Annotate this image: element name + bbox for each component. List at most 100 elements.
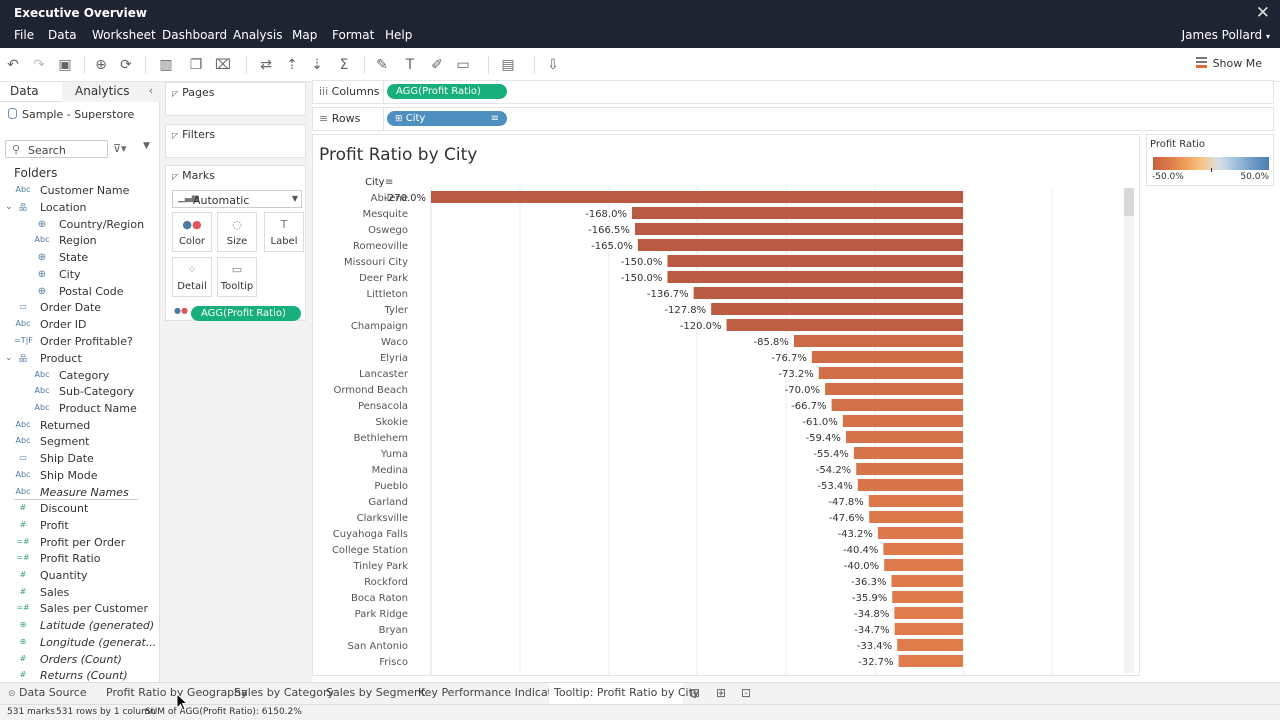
bar[interactable] bbox=[694, 287, 963, 299]
show-me-button[interactable]: Show Me bbox=[1196, 57, 1262, 70]
field-item[interactable]: # Orders (Count) bbox=[0, 652, 160, 668]
bar[interactable] bbox=[843, 415, 963, 427]
sort-ascending-icon[interactable]: ⇡ bbox=[283, 56, 301, 74]
bar[interactable] bbox=[794, 335, 963, 347]
bar[interactable] bbox=[869, 511, 963, 523]
field-item[interactable]: Abc Category bbox=[0, 368, 160, 384]
bar[interactable] bbox=[819, 367, 963, 379]
new-worksheet-icon[interactable]: ⊞ bbox=[690, 686, 700, 700]
detail-button[interactable]: ⁘ Detail bbox=[172, 257, 212, 297]
menu-worksheet[interactable]: Worksheet bbox=[92, 28, 156, 42]
field-item[interactable]: Abc Ship Mode bbox=[0, 468, 160, 484]
new-data-source-icon[interactable]: ⊕ bbox=[92, 56, 110, 74]
bar[interactable] bbox=[897, 639, 963, 651]
field-item[interactable]: Abc Order ID bbox=[0, 317, 160, 333]
bar[interactable] bbox=[635, 223, 963, 235]
size-button[interactable]: ◌ Size bbox=[217, 212, 257, 252]
data-source-tab[interactable]: ⊝ Data Source bbox=[8, 686, 87, 699]
field-item[interactable]: ▭ Order Date bbox=[0, 300, 160, 316]
new-story-icon[interactable]: ⊡ bbox=[741, 686, 751, 700]
field-item[interactable]: Abc Region bbox=[0, 233, 160, 249]
bar[interactable] bbox=[812, 351, 963, 363]
duplicate-sheet-icon[interactable]: ❐ bbox=[187, 56, 205, 74]
field-item[interactable]: ⊕ Country/Region bbox=[0, 217, 160, 233]
bar[interactable] bbox=[884, 559, 963, 571]
mark-type-select[interactable]: ▁▃▅ Automatic ▼ bbox=[172, 190, 302, 208]
sort-descending-icon[interactable]: ⇣ bbox=[308, 56, 326, 74]
totals-icon[interactable]: Σ bbox=[335, 56, 353, 74]
show-cards-icon[interactable]: ▤ bbox=[499, 56, 517, 74]
rows-shelf[interactable]: ≡ Rows ⊞ City ≡ bbox=[312, 107, 1274, 131]
field-item[interactable]: Abc Product Name bbox=[0, 401, 160, 417]
field-item[interactable]: =# Profit Ratio bbox=[0, 551, 160, 567]
sheet-tab-sales-by-segment[interactable]: Sales by Segment bbox=[326, 686, 425, 699]
redo-icon[interactable]: ↷ bbox=[30, 56, 48, 74]
undo-icon[interactable]: ↶ bbox=[4, 56, 22, 74]
menu-analysis[interactable]: Analysis bbox=[233, 28, 282, 42]
field-item[interactable]: ⌄ 品 Location bbox=[0, 200, 160, 216]
presentation-mode-icon[interactable]: ⇩ bbox=[544, 56, 562, 74]
new-worksheet-icon[interactable]: ▥ bbox=[157, 56, 175, 74]
fit-icon[interactable]: ▭ bbox=[454, 56, 472, 74]
columns-shelf[interactable]: iii Columns AGG(Profit Ratio) bbox=[312, 80, 1274, 104]
sheet-tab-tooltip-profit-ratio-by-city[interactable]: Tooltip: Profit Ratio by City bbox=[549, 683, 683, 705]
tab-data[interactable]: Data bbox=[10, 84, 39, 98]
menu-file[interactable]: File bbox=[14, 28, 34, 42]
field-item[interactable]: # Sales bbox=[0, 585, 160, 601]
bar[interactable] bbox=[891, 575, 963, 587]
field-item[interactable]: Abc Segment bbox=[0, 434, 160, 450]
field-item[interactable]: =T|F Order Profitable? bbox=[0, 334, 160, 350]
field-search-input[interactable]: ⚲ Search bbox=[5, 140, 108, 158]
color-field-pill[interactable]: AGG(Profit Ratio) bbox=[191, 306, 301, 321]
filter-fields-icon[interactable]: ⊽▾ bbox=[113, 142, 127, 155]
show-labels-icon[interactable]: T bbox=[401, 56, 419, 74]
bar[interactable] bbox=[892, 591, 963, 603]
bar[interactable] bbox=[632, 207, 963, 219]
rows-pill[interactable]: ⊞ City ≡ bbox=[387, 111, 507, 126]
columns-pill[interactable]: AGG(Profit Ratio) bbox=[387, 84, 507, 99]
field-item[interactable]: ⊕ City bbox=[0, 267, 160, 283]
field-item[interactable]: ⌄ 品 Product bbox=[0, 351, 160, 367]
color-legend[interactable]: Profit Ratio -50.0% 50.0% bbox=[1146, 134, 1274, 186]
sheet-tab-key-performance-indicators[interactable]: Key Performance Indicators bbox=[418, 686, 569, 699]
field-item[interactable]: ▭ Ship Date bbox=[0, 451, 160, 467]
bar[interactable] bbox=[832, 399, 963, 411]
viz-scrollbar[interactable] bbox=[1124, 188, 1134, 673]
bar[interactable] bbox=[894, 607, 963, 619]
tab-analytics[interactable]: Analytics bbox=[75, 84, 130, 98]
bar[interactable] bbox=[638, 239, 963, 251]
bar[interactable] bbox=[727, 319, 963, 331]
menu-map[interactable]: Map bbox=[292, 28, 317, 42]
menu-help[interactable]: Help bbox=[385, 28, 412, 42]
field-item[interactable]: Abc Sub-Category bbox=[0, 384, 160, 400]
swap-rows-columns-icon[interactable]: ⇄ bbox=[257, 56, 275, 74]
clear-sheet-icon[interactable]: ⌧ bbox=[214, 56, 232, 74]
filters-card[interactable]: ◸ Filters bbox=[165, 124, 306, 158]
menu-data[interactable]: Data bbox=[48, 28, 77, 42]
bar[interactable] bbox=[883, 543, 963, 555]
close-icon[interactable]: ✕ bbox=[1256, 3, 1270, 23]
bar[interactable] bbox=[431, 191, 963, 203]
tooltip-button[interactable]: ▭ Tooltip bbox=[217, 257, 257, 297]
sheet-tab-sales-by-category[interactable]: Sales by Category bbox=[234, 686, 334, 699]
bar[interactable] bbox=[667, 255, 963, 267]
format-workbook-icon[interactable]: ✐ bbox=[428, 56, 446, 74]
bar[interactable] bbox=[825, 383, 963, 395]
field-item[interactable]: # Discount bbox=[0, 501, 160, 517]
bar[interactable] bbox=[895, 623, 963, 635]
scrollbar-thumb[interactable] bbox=[1124, 188, 1134, 216]
field-item[interactable]: # Profit bbox=[0, 518, 160, 534]
label-button[interactable]: T Label bbox=[264, 212, 304, 252]
data-source-item[interactable]: Sample - Superstore bbox=[8, 108, 134, 121]
bar[interactable] bbox=[899, 655, 963, 667]
bar[interactable] bbox=[858, 479, 963, 491]
field-item[interactable]: # Quantity bbox=[0, 568, 160, 584]
new-dashboard-icon[interactable]: ⊞ bbox=[716, 686, 726, 700]
field-item[interactable]: =# Sales per Customer bbox=[0, 601, 160, 617]
color-button[interactable]: ●● Color bbox=[172, 212, 212, 252]
field-item[interactable]: Abc Measure Names bbox=[0, 485, 160, 501]
field-item[interactable]: ⊕ Postal Code bbox=[0, 284, 160, 300]
field-item[interactable]: Abc Returned bbox=[0, 418, 160, 434]
highlight-icon[interactable]: ✎ bbox=[373, 56, 391, 74]
bar[interactable] bbox=[878, 527, 963, 539]
